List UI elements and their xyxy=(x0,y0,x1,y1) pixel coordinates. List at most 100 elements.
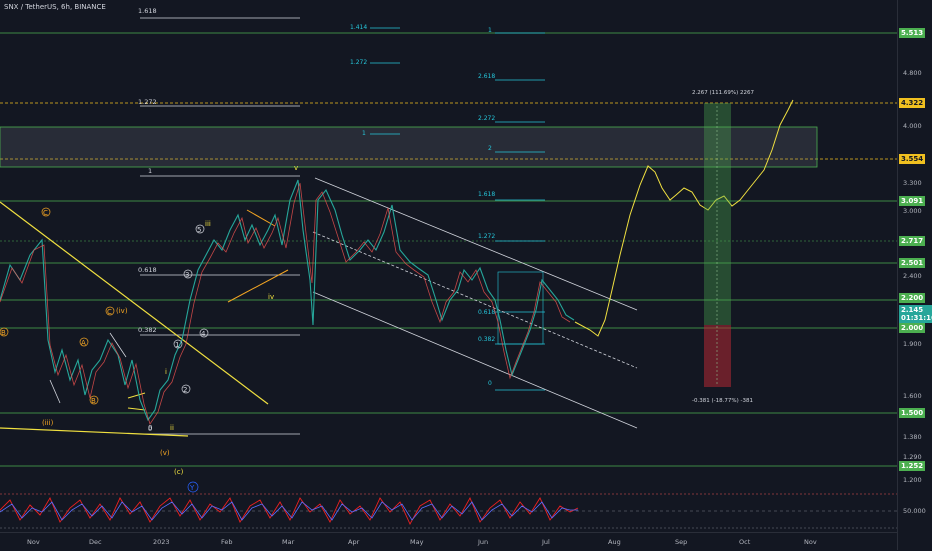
wave-label-white: v xyxy=(294,164,298,172)
price-tick: 3.300 xyxy=(903,179,922,187)
wave-label-white: 3 xyxy=(185,271,189,279)
target-label: 2.267 (111.69%) 2267 xyxy=(692,90,755,96)
time-tick: Apr xyxy=(348,538,360,546)
price-tick: 1.380 xyxy=(903,433,922,441)
time-tick: Feb xyxy=(221,538,233,546)
fib-right-lines xyxy=(495,32,545,391)
yellow-support-line[interactable] xyxy=(0,427,189,437)
wave-label-white: 2 xyxy=(183,386,187,394)
fib-right-label: 0 xyxy=(488,380,492,387)
yellow-trendline[interactable] xyxy=(0,201,269,405)
wave-label-orange: B xyxy=(91,397,96,405)
price-tick: 4.000 xyxy=(903,122,922,130)
price-tick: 3.000 xyxy=(903,207,922,215)
time-tick: Nov xyxy=(27,538,40,546)
fib-mid-label: 1 xyxy=(362,130,366,137)
fib-mid-labels: 1.414 1.272 1 xyxy=(350,24,367,137)
time-axis[interactable] xyxy=(0,532,897,551)
time-tick: Sep xyxy=(675,538,688,546)
price-tag: 2.200 xyxy=(899,293,926,303)
fib-right-label: 0.618 xyxy=(478,309,495,316)
price-tick: 1.200 xyxy=(903,476,922,484)
fib-mid-lines xyxy=(370,27,400,135)
wave-label-white: iii xyxy=(205,220,211,228)
price-tick: 1.290 xyxy=(903,453,922,461)
fib-right-label: 2.272 xyxy=(478,115,495,122)
fib-left-lines xyxy=(140,17,300,435)
time-tick: 2023 xyxy=(153,538,170,546)
wave-label-orange: (iii) xyxy=(42,419,54,427)
orange-wedge-line[interactable] xyxy=(246,209,276,227)
fib-right-labels: 1 2.618 2.272 2 1.618 1.272 0.618 0.382 … xyxy=(478,27,495,387)
wave-label-orange: (c) xyxy=(174,468,184,476)
time-tick: Oct xyxy=(739,538,751,546)
price-tick: 4.800 xyxy=(903,69,922,77)
symbol-line: SNX / TetherUS, 6h, BINANCE xyxy=(4,3,106,11)
price-tag: 5.513 xyxy=(899,28,926,38)
wave-label-white: 4 xyxy=(201,330,206,338)
stop-label: -0.381 (-18.77%) -381 xyxy=(692,398,753,404)
fib-left-label: 0.618 xyxy=(138,266,157,274)
fib-left-label: 1.618 xyxy=(138,7,157,15)
current-price-tag: 2.145 01:31:16 xyxy=(899,305,932,323)
channel-top[interactable] xyxy=(314,177,638,311)
channel-bottom[interactable] xyxy=(312,291,638,429)
wave-label-orange: B xyxy=(1,329,6,337)
oscillator-red xyxy=(0,496,579,525)
price-axis[interactable] xyxy=(897,0,932,550)
price-tick: 2.400 xyxy=(903,272,922,280)
current-price: 2.145 xyxy=(901,306,924,314)
price-tag: 3.554 xyxy=(899,154,926,164)
price-tag: 2.717 xyxy=(899,236,926,246)
time-tick: Mar xyxy=(282,538,295,546)
price-tag: 4.322 xyxy=(899,98,926,108)
wave-label-white: 5 xyxy=(197,226,201,234)
fib-left-label: 0.382 xyxy=(138,326,157,334)
wave-label-orange: C xyxy=(107,308,112,316)
wave-label-white: i xyxy=(165,368,167,376)
time-tick: May xyxy=(410,538,424,546)
fib-left-label: 0 xyxy=(148,425,152,433)
forecast-path xyxy=(574,99,794,337)
oscillator-blue xyxy=(0,501,578,521)
wave-label-orange: C xyxy=(43,209,48,217)
position-stop-zone[interactable] xyxy=(704,325,731,387)
fib-left-label: 1 xyxy=(148,167,152,175)
wave-label-white: 1 xyxy=(175,341,179,349)
fib-right-label: 2 xyxy=(488,145,492,152)
price-series xyxy=(0,179,575,422)
fib-mid-label: 1.414 xyxy=(350,24,367,31)
wave-label-blue: Y xyxy=(189,484,195,492)
horizontal-levels xyxy=(0,32,897,467)
wave-label-orange: iv xyxy=(268,293,274,301)
fib-right-label: 1 xyxy=(488,27,492,34)
wave-label-orange: A xyxy=(81,339,86,347)
time-tick: Nov xyxy=(804,538,817,546)
price-tag: 1.500 xyxy=(899,408,926,418)
fib-right-label: 1.272 xyxy=(478,233,495,240)
price-tick: 1.600 xyxy=(903,392,922,400)
fib-left-label: 1.272 xyxy=(138,98,157,106)
price-tag: 3.091 xyxy=(899,196,926,206)
time-tick: Jul xyxy=(542,538,550,546)
fib-right-label: 2.618 xyxy=(478,73,495,80)
wave-labels: C B A B C (iv) (iii) (v) (c) iv iii 5 3 … xyxy=(0,164,298,493)
wave-label-white: ii xyxy=(170,424,174,432)
price-tag: 1.252 xyxy=(899,461,926,471)
orange-wedge-line[interactable] xyxy=(227,269,289,303)
fib-right-label: 1.618 xyxy=(478,191,495,198)
price-tick: 1.900 xyxy=(903,340,922,348)
price-tag: 2.000 xyxy=(899,323,926,333)
price-tag: 2.501 xyxy=(899,258,926,268)
time-tick: Aug xyxy=(608,538,621,546)
oscillator-tick: 50.000 xyxy=(903,507,926,515)
bar-countdown: 01:31:16 xyxy=(901,314,932,322)
time-tick: Dec xyxy=(89,538,102,546)
fib-right-label: 0.382 xyxy=(478,336,495,343)
channel-mid[interactable] xyxy=(312,231,638,369)
position-target-zone[interactable] xyxy=(704,103,731,325)
resistance-zone[interactable] xyxy=(0,126,818,168)
wave-label-orange: (v) xyxy=(160,449,170,457)
